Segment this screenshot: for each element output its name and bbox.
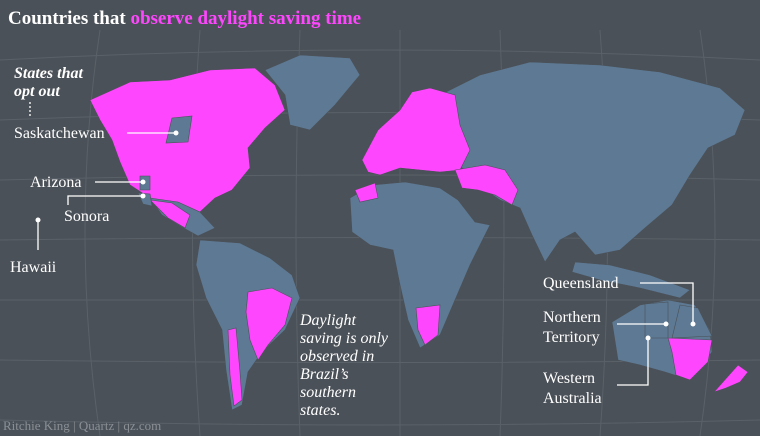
annotation-line: southern xyxy=(300,384,356,401)
label-line: Northern xyxy=(543,309,601,326)
new-zealand-dst xyxy=(713,364,749,393)
namibia-dst xyxy=(415,304,441,346)
title-prefix: Countries that xyxy=(8,8,126,29)
annotation-line: saving is only xyxy=(300,330,389,347)
southeast-australia-dst xyxy=(667,337,713,381)
title: Countries that observe daylight saving t… xyxy=(8,8,361,29)
asia xyxy=(439,61,746,263)
north-africa-dst xyxy=(354,182,379,203)
opt-out-states xyxy=(137,115,713,339)
credit: Ritchie King | Quartz | qz.com xyxy=(3,418,161,433)
label-western-australia: Western Australia xyxy=(543,370,602,407)
opt-out-heading: States that opt out xyxy=(14,65,87,100)
label-sonora: Sonora xyxy=(64,208,109,225)
annotation-line: Brazil’s xyxy=(300,366,349,383)
label-line: Australia xyxy=(543,390,602,407)
middle-east-dst xyxy=(454,164,519,206)
label-arizona: Arizona xyxy=(30,174,82,191)
heading-line: opt out xyxy=(14,83,60,100)
label-saskatchewan: Saskatchewan xyxy=(14,125,105,142)
label-hawaii: Hawaii xyxy=(10,259,57,276)
annotation-line: observed in xyxy=(300,348,374,365)
label-queensland: Queensland xyxy=(543,275,619,292)
africa xyxy=(349,181,491,349)
greenland xyxy=(264,54,361,131)
leaders xyxy=(29,102,696,386)
mexico-dst xyxy=(149,199,191,229)
chile-dst xyxy=(227,327,243,407)
annotation: Daylight saving is only observed in Brazil’… xyxy=(299,312,389,419)
queensland-shape xyxy=(671,304,713,339)
annotation-line: Daylight xyxy=(299,312,357,329)
indonesia xyxy=(571,261,691,299)
annotation-line: states. xyxy=(300,402,340,419)
heading-line: States that xyxy=(14,65,83,82)
label-northern-territory: Northern Territory xyxy=(543,309,605,346)
label-line: Territory xyxy=(543,329,600,346)
europe-dst xyxy=(361,87,471,176)
northern-territory-shape xyxy=(644,301,669,339)
saskatchewan-shape xyxy=(165,115,193,144)
label-line: Western xyxy=(543,370,595,387)
brazil-south-dst xyxy=(245,287,293,361)
title-highlight: observe daylight saving time xyxy=(130,8,361,29)
